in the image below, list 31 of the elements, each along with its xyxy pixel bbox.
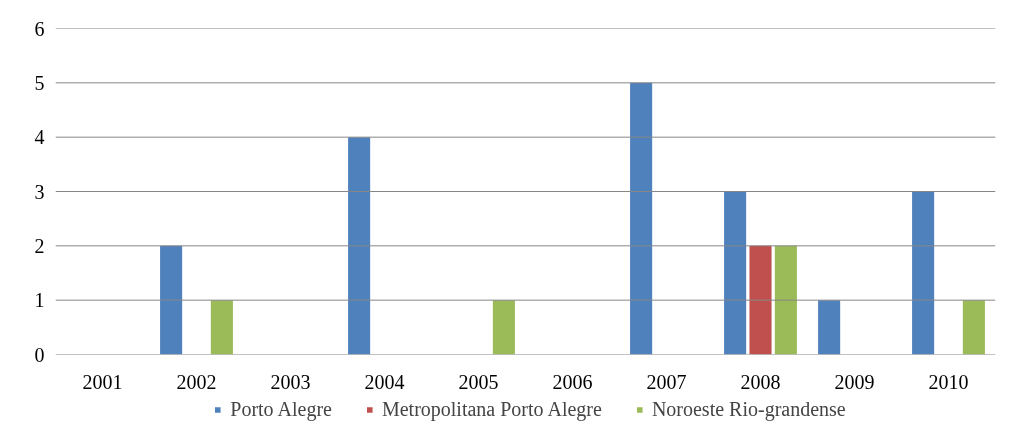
x-tick-label: 2010 (928, 370, 969, 393)
y-tick-label: 0 (34, 343, 45, 366)
bar (210, 300, 233, 355)
y-tick-label: 6 (34, 17, 45, 40)
y-tick-label: 4 (34, 126, 45, 149)
y-tick-label: 5 (34, 71, 45, 94)
bar (912, 191, 935, 355)
x-tick-label: 2005 (458, 370, 499, 393)
bar (630, 82, 653, 355)
bar (818, 300, 841, 355)
bar (962, 300, 985, 355)
x-tick-label: 2007 (646, 370, 687, 393)
x-tick-label: 2002 (176, 370, 217, 393)
x-tick-label: 2008 (740, 370, 781, 393)
bar (160, 245, 183, 355)
y-tick-label: 3 (34, 180, 45, 203)
x-tick-label: 2009 (834, 370, 875, 393)
legend-label: Porto Alegre (230, 397, 332, 421)
x-tick-label: 2003 (270, 370, 311, 393)
x-tick-label: 2004 (364, 370, 405, 393)
x-tick-label: 2001 (82, 370, 123, 393)
x-tick-label: 2006 (552, 370, 593, 393)
bar (774, 245, 797, 355)
bar (724, 191, 747, 355)
bar (348, 137, 371, 355)
y-tick-label: 1 (34, 289, 45, 312)
bar (492, 300, 515, 355)
y-tick-label: 2 (34, 234, 45, 257)
legend-label: Metropolitana Porto Alegre (381, 397, 602, 421)
bar (749, 245, 772, 355)
legend-label: Noroeste Rio-grandense (651, 397, 846, 421)
